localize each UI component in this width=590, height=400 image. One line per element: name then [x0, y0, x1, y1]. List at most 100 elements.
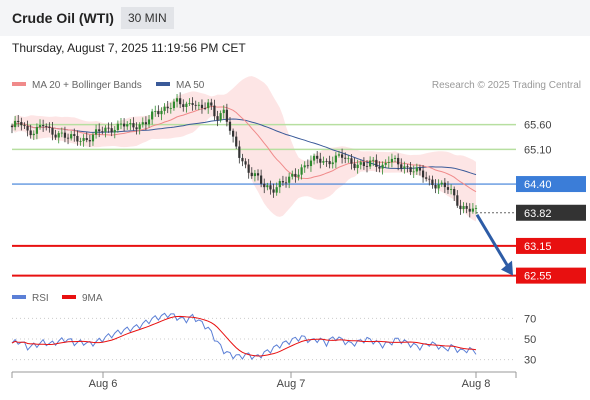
candle-body [197, 104, 200, 106]
candle-body [60, 132, 63, 134]
candle-body [119, 123, 123, 125]
candle-body [20, 121, 23, 126]
candle-body [471, 208, 474, 212]
candle-body [275, 187, 278, 193]
candle-body [51, 127, 54, 135]
candle-body [110, 128, 113, 133]
candle-body [98, 129, 101, 132]
candle-body [334, 155, 337, 163]
rsi-line [11, 312, 477, 360]
candle-body [73, 134, 76, 136]
candle-body [166, 106, 169, 109]
candle-body [322, 161, 325, 163]
candle-body [194, 104, 197, 106]
candle-body [228, 121, 232, 131]
legend-rsi: RSI [12, 293, 49, 304]
rsi-swatch [12, 295, 26, 300]
rsi-tick-label: 30 [524, 355, 536, 367]
timeframe-badge[interactable]: 30 MIN [121, 7, 174, 29]
candle-body [468, 208, 471, 212]
candle-body [325, 161, 328, 162]
candle-body [26, 126, 29, 131]
candle-body [390, 158, 394, 163]
candle-body [359, 162, 362, 165]
current-price-badge [516, 204, 586, 221]
candle-body [300, 167, 303, 175]
candle-body [132, 123, 135, 128]
candle-body [409, 167, 412, 173]
x-tick-label: Aug 8 [462, 378, 491, 390]
candle-body [104, 127, 107, 132]
candles [10, 92, 478, 218]
candle-body [63, 132, 67, 138]
ma20-swatch [12, 82, 26, 87]
candle-body [238, 146, 241, 158]
candle-body [70, 134, 73, 139]
candle-body [400, 164, 403, 169]
candle-body [319, 158, 322, 163]
candle-body [393, 157, 397, 159]
candle-body [465, 206, 468, 209]
candle-body [269, 185, 272, 190]
candle-body [403, 166, 406, 169]
candle-body [453, 188, 456, 196]
research-credit: Research © 2025 Trading Central [431, 80, 581, 91]
candle-body [384, 162, 387, 165]
candle-body [35, 127, 39, 134]
candle-body [116, 123, 119, 130]
candle-body [462, 206, 465, 210]
candle-body [434, 185, 437, 189]
candle-body [306, 165, 309, 167]
candle-body [372, 159, 375, 161]
candle-body [126, 124, 129, 127]
candle-body [107, 127, 110, 129]
candle-body [66, 137, 70, 139]
candle-body [362, 162, 365, 166]
chart-datetime: Thursday, August 7, 2025 11:19:56 PM CET [12, 41, 246, 55]
instrument-title: Crude Oil (WTI) [12, 10, 114, 26]
candle-body [241, 157, 244, 162]
legend-ma20-label: MA 20 + Bollinger Bands [32, 80, 142, 91]
candle-body [191, 103, 194, 105]
candle-body [135, 127, 138, 130]
candle-body [278, 181, 281, 188]
candle-body [154, 111, 157, 112]
candle-body [291, 173, 294, 177]
candle-body [412, 171, 415, 173]
candle-body [443, 182, 446, 188]
candle-body [331, 162, 334, 165]
support-label: 63.15 [524, 241, 552, 253]
x-tick-label: Aug 6 [89, 378, 118, 390]
resistance-label: 65.60 [524, 120, 552, 132]
rsi-ma-line [11, 315, 477, 357]
candle-body [272, 189, 275, 193]
candle-body [10, 125, 14, 128]
rsi-tick-label: 50 [524, 334, 536, 346]
candle-body [17, 120, 20, 122]
legend-ma20: MA 20 + Bollinger Bands [12, 80, 142, 91]
candle-body [38, 125, 42, 128]
candle-body [312, 155, 316, 161]
candle-body [32, 133, 35, 136]
candle-body [337, 154, 341, 156]
candle-body [169, 108, 172, 109]
candle-body [415, 167, 418, 172]
candle-body [94, 129, 98, 135]
candle-body [356, 164, 359, 169]
candle-body [288, 176, 291, 183]
candle-body [219, 113, 222, 121]
candle-body [387, 162, 390, 164]
candle-body [123, 123, 126, 127]
candle-body [340, 154, 344, 158]
candle-body [428, 178, 431, 180]
candle-body [256, 173, 260, 176]
candle-body [281, 181, 285, 183]
support-label: 62.55 [524, 271, 552, 283]
candle-body [163, 106, 166, 111]
candle-body [375, 159, 378, 167]
candle-body [378, 166, 381, 169]
candle-body [182, 104, 185, 107]
candle-body [235, 136, 238, 147]
forecast-arrow-head [501, 260, 513, 276]
